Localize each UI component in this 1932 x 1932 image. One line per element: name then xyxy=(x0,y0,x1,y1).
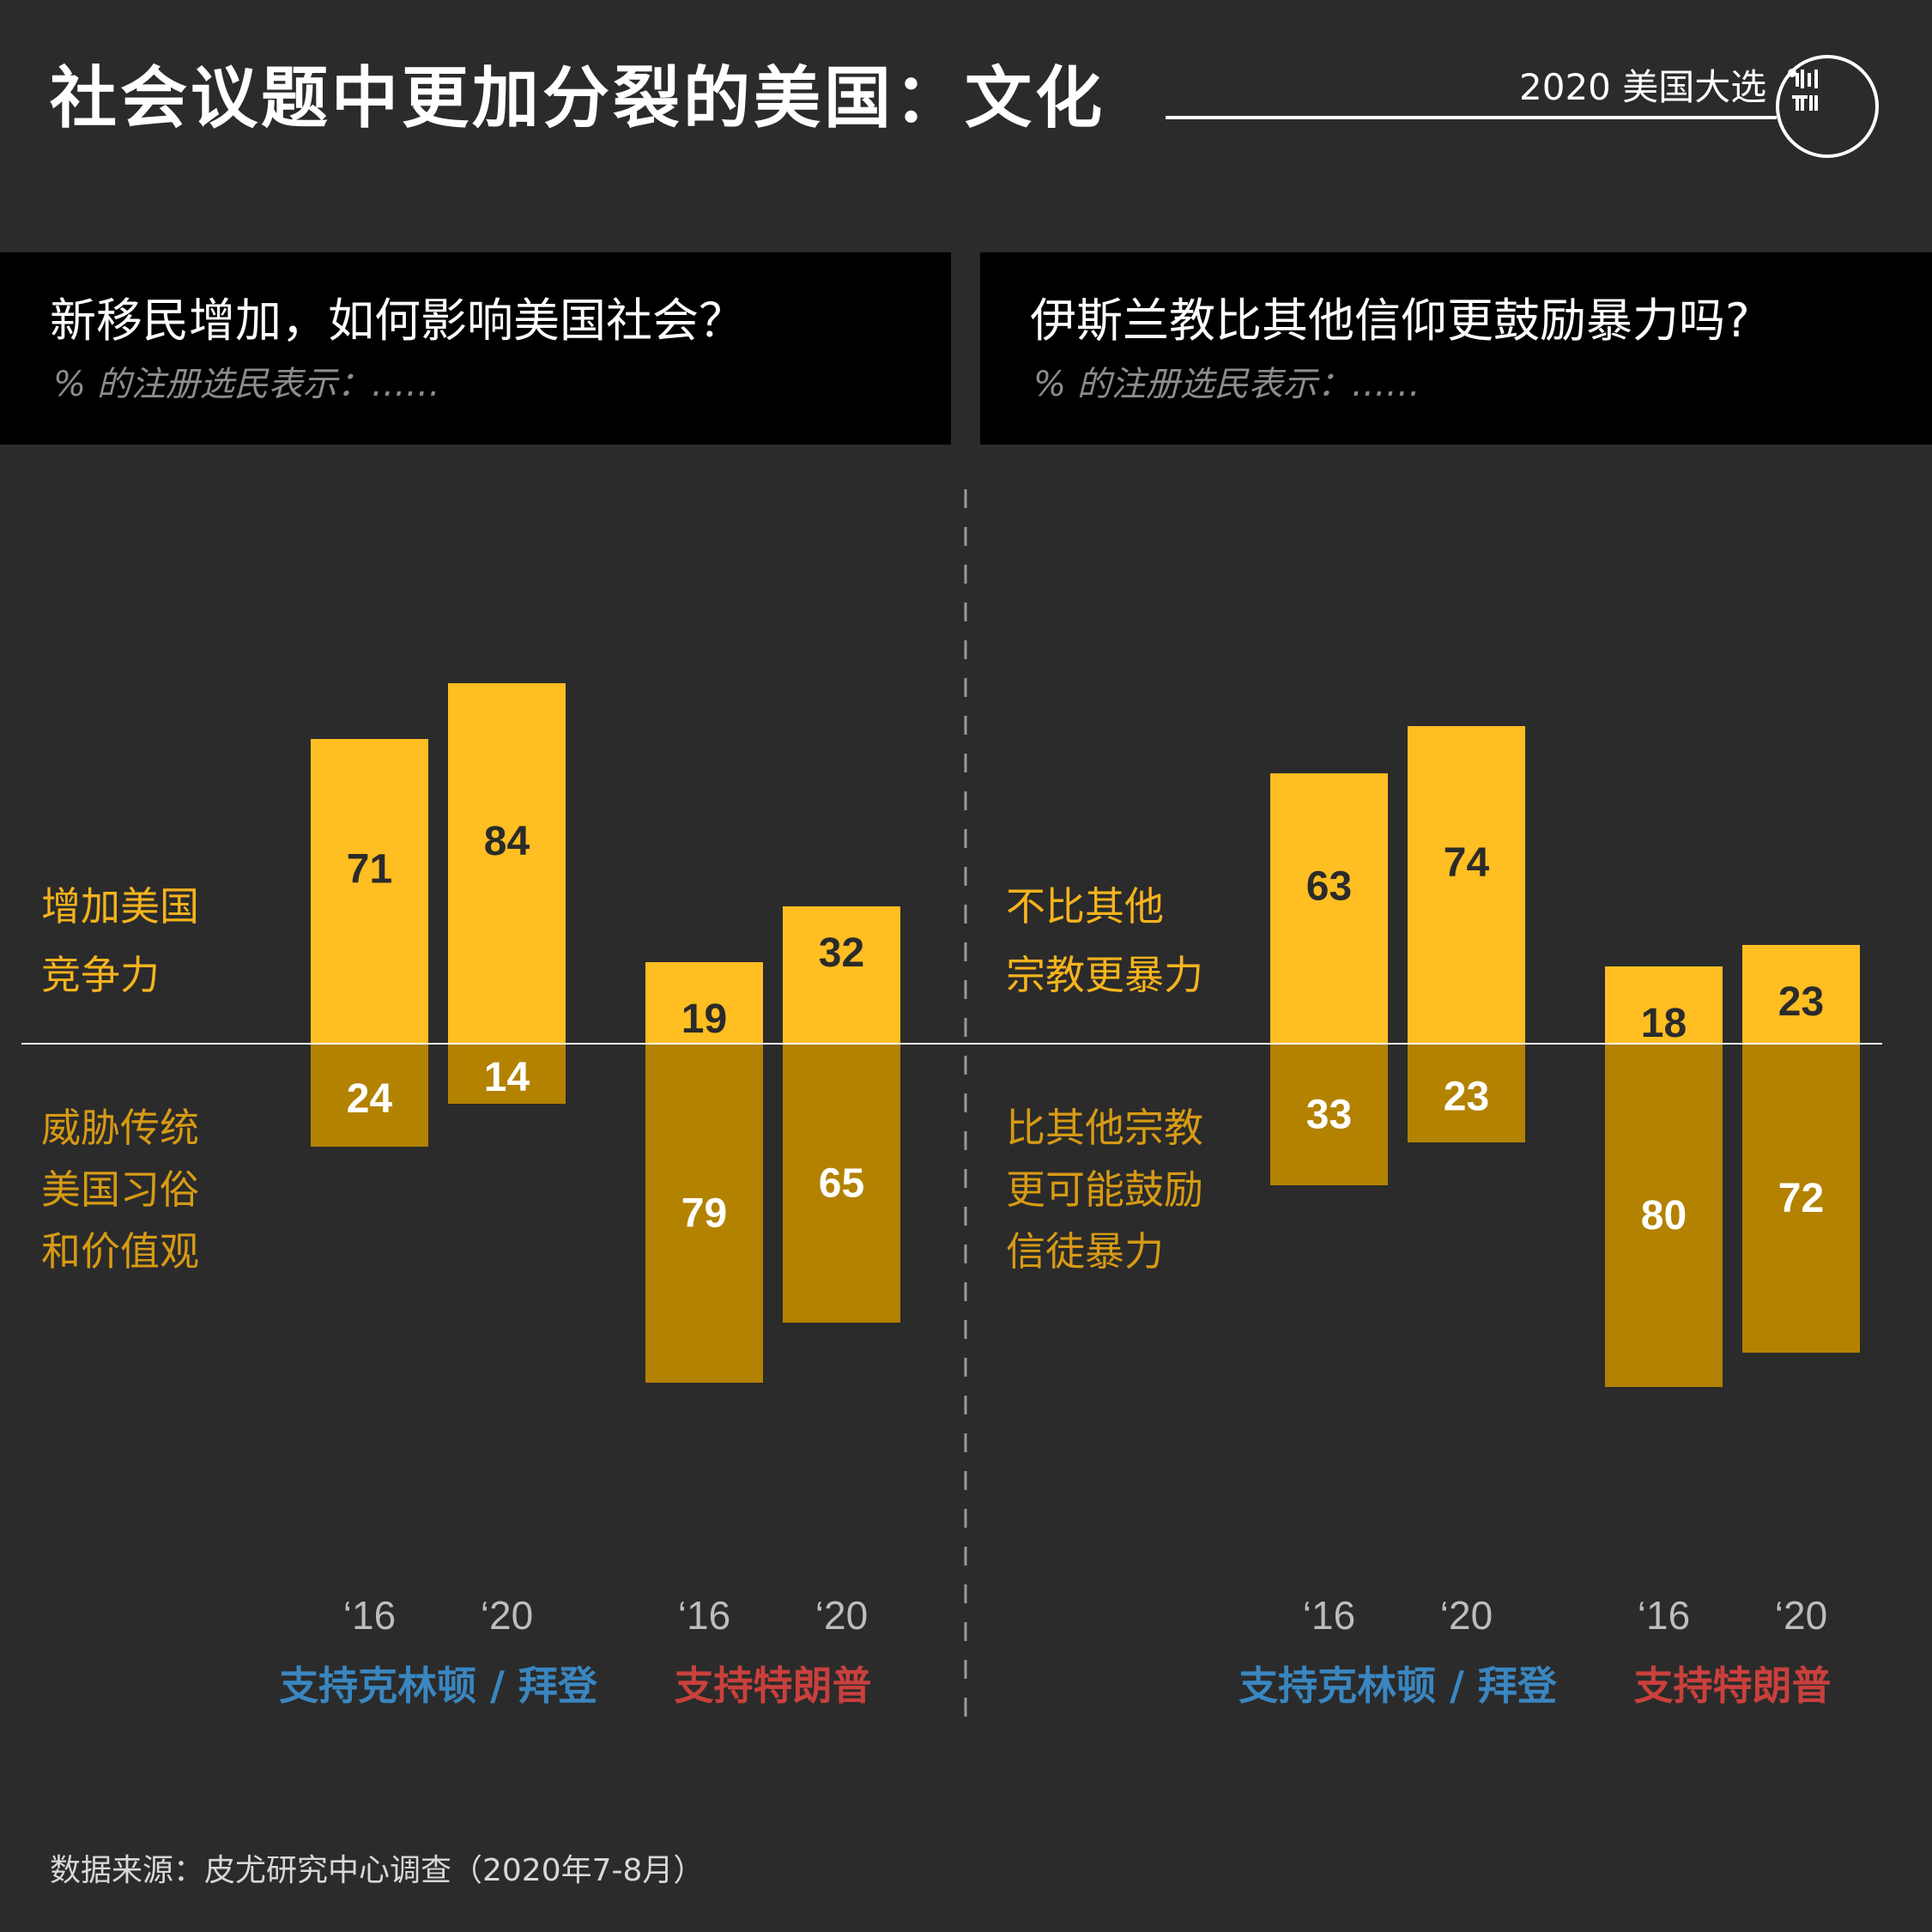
year-tick-label: ‘16 xyxy=(678,1593,730,1638)
page-title: 社会议题中更加分裂的美国：文化 xyxy=(50,60,1106,137)
year-tick-label: ‘16 xyxy=(1638,1593,1690,1638)
panel-question: 伊斯兰教比其他信仰更鼓励暴力吗? xyxy=(1030,294,1750,348)
year-tick-label: ‘20 xyxy=(815,1593,868,1638)
bar-positive xyxy=(1270,773,1388,1044)
bar-negative xyxy=(1742,1044,1860,1353)
year-tick-label: ‘20 xyxy=(481,1593,533,1638)
panel-question: 新移民增加，如何影响美国社会？ xyxy=(50,294,745,348)
positive-category-label: 不比其他 xyxy=(1006,883,1164,930)
bar-negative xyxy=(448,1044,566,1104)
panel-subtitle: % 的注册选民表示：…… xyxy=(53,365,440,404)
bar-negative xyxy=(311,1044,428,1147)
bar-positive xyxy=(1742,945,1860,1044)
year-tick-label: ‘16 xyxy=(343,1593,396,1638)
bar-negative xyxy=(645,1044,763,1383)
negative-category-label: 信徒暴力 xyxy=(1006,1228,1164,1275)
bar-value-label: 32 xyxy=(819,930,864,976)
positive-category-label: 增加美国 xyxy=(41,883,199,930)
negative-category-label: 和价值观 xyxy=(41,1228,199,1275)
year-tick-label: ‘20 xyxy=(1775,1593,1827,1638)
group-label: 支持克林顿 / 拜登 xyxy=(1239,1662,1558,1709)
year-tick-label: ‘16 xyxy=(1303,1593,1355,1638)
negative-category-label: 威胁传统 xyxy=(41,1105,199,1151)
bar-value-label: 23 xyxy=(1444,1075,1489,1120)
positive-category-label: 宗教更暴力 xyxy=(1006,952,1203,998)
group-label: 支持特朗普 xyxy=(675,1662,872,1709)
bar-value-label: 33 xyxy=(1306,1093,1352,1138)
initium-logo-icon xyxy=(1776,55,1879,158)
bar-value-label: 63 xyxy=(1306,864,1352,910)
panel-header-immigration: 新移民增加，如何影响美国社会？ % 的注册选民表示：…… xyxy=(0,252,951,445)
bar-positive xyxy=(1605,966,1723,1044)
bar-value-label: 84 xyxy=(484,819,530,864)
bar-positive xyxy=(311,739,428,1044)
bar-negative xyxy=(1270,1044,1388,1185)
year-tick-label: ‘20 xyxy=(1440,1593,1493,1638)
bar-positive xyxy=(783,906,900,1044)
positive-category-label: 竞争力 xyxy=(41,952,160,998)
bar-value-label: 74 xyxy=(1444,840,1490,886)
group-label: 支持特朗普 xyxy=(1634,1662,1832,1709)
bar-positive xyxy=(645,962,763,1044)
bar-value-label: 80 xyxy=(1641,1193,1687,1239)
bar-negative xyxy=(1408,1044,1525,1142)
bar-value-label: 23 xyxy=(1778,979,1824,1025)
bar-positive xyxy=(1408,726,1525,1044)
election-label: 2020 美国大选 xyxy=(1519,66,1767,108)
bar-value-label: 79 xyxy=(681,1191,727,1237)
bar-negative xyxy=(1605,1044,1723,1387)
negative-category-label: 比其他宗教 xyxy=(1006,1105,1203,1151)
bar-value-label: 24 xyxy=(347,1076,393,1122)
bar-value-label: 19 xyxy=(681,996,727,1042)
bar-value-label: 18 xyxy=(1641,1001,1687,1046)
source-note: 数据来源：皮尤研究中心调查（2020年7-8月） xyxy=(50,1853,705,1888)
negative-category-label: 美国习俗 xyxy=(41,1166,199,1213)
negative-category-label: 更可能鼓励 xyxy=(1006,1166,1203,1213)
panel-subtitle: % 的注册选民表示：…… xyxy=(1033,365,1420,404)
bar-value-label: 72 xyxy=(1778,1176,1824,1221)
bar-positive xyxy=(448,683,566,1044)
bar-value-label: 14 xyxy=(484,1055,530,1100)
header-rule xyxy=(1166,116,1777,119)
group-label: 支持克林顿 / 拜登 xyxy=(279,1662,598,1709)
bar-negative xyxy=(783,1044,900,1323)
panel-header-islam: 伊斯兰教比其他信仰更鼓励暴力吗? % 的注册选民表示：…… xyxy=(980,252,1932,445)
bar-value-label: 71 xyxy=(347,847,392,893)
bar-value-label: 65 xyxy=(819,1161,864,1207)
